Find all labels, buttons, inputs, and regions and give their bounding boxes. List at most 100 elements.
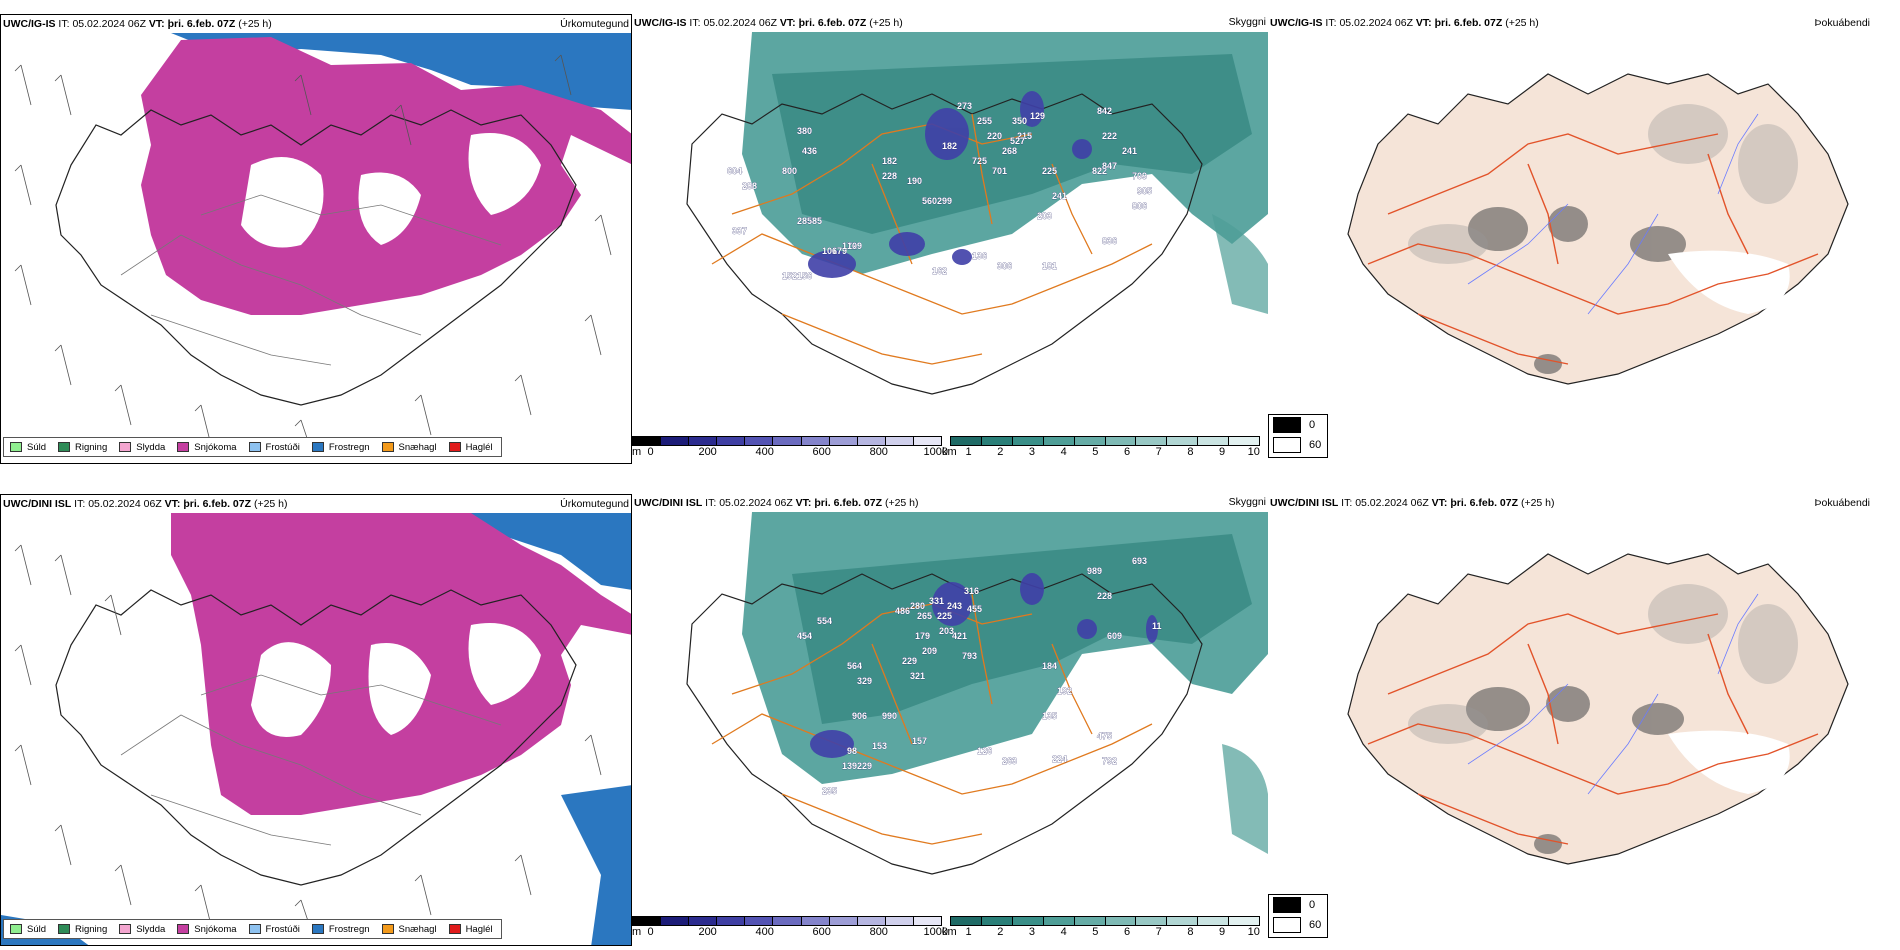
fog-legend-row: 0 bbox=[1269, 415, 1327, 435]
colorbar-tick-label: 5 bbox=[1092, 446, 1099, 458]
cloudbase-height-label: 792 bbox=[1102, 756, 1117, 766]
cloudbase-height-label: 235 bbox=[822, 786, 837, 796]
legend-item: Haglél bbox=[448, 442, 493, 453]
colorbar-segment bbox=[885, 437, 914, 445]
colorbar-tick-label: 5 bbox=[1092, 926, 1099, 938]
legend-item: Frostregn bbox=[311, 442, 370, 453]
colorbar-segment bbox=[745, 917, 774, 925]
cloudbase-height-label: 486 bbox=[895, 606, 910, 616]
colorbar-tick-label: 3 bbox=[1028, 926, 1036, 938]
cloudbase-height-label: 157 bbox=[912, 736, 927, 746]
colorbar-segment bbox=[1229, 917, 1260, 925]
colorbar-segment bbox=[829, 917, 858, 925]
cloudbase-height-label: 793 bbox=[962, 651, 977, 661]
legend-item: Slydda bbox=[119, 442, 165, 453]
cloudbase-height-label: 181 bbox=[1042, 261, 1057, 271]
cloudbase-height-label: 842 bbox=[1097, 106, 1112, 116]
cloudbase-height-label: 11 bbox=[1152, 621, 1162, 631]
cloudbase-height-label: 190 bbox=[907, 176, 922, 186]
colorbar-segment bbox=[1167, 437, 1199, 445]
colorbar-segment bbox=[829, 437, 858, 445]
colorbar-tick-label: 8 bbox=[1187, 926, 1194, 938]
colorbar-tick-label: 6 bbox=[1123, 926, 1131, 938]
colorbar-tick-label: 800 bbox=[869, 926, 888, 938]
cloudbase-height-label: 285 bbox=[797, 216, 812, 226]
cloudbase-height-label: 331 bbox=[929, 596, 944, 606]
colorbar-tick-label: 10 bbox=[1247, 446, 1260, 458]
cloudbase-height-label: 243 bbox=[947, 601, 962, 611]
field-name: Þokuábendi bbox=[1814, 497, 1870, 509]
cloudbase-height-label: 329 bbox=[857, 676, 872, 686]
legend-item: Súld bbox=[10, 924, 46, 935]
cloudbase-height-label: 126 bbox=[977, 746, 992, 756]
legend-item: Rigning bbox=[58, 442, 107, 453]
legend-item: Frostúði bbox=[248, 924, 300, 935]
panel-title: UWC/DINI ISL IT: 05.02.2024 06Z VT: þri.… bbox=[634, 497, 919, 509]
colorbar-tick-label: 10 bbox=[1247, 926, 1260, 938]
colorbar-segment bbox=[913, 437, 942, 445]
colorbar-tick-label: 8 bbox=[1187, 446, 1194, 458]
cloudbase-unit: m bbox=[632, 926, 642, 938]
legend-item: Snæhagl bbox=[381, 924, 437, 935]
panel-title: UWC/IG-IS IT: 05.02.2024 06Z VT: þri. 6.… bbox=[3, 18, 272, 30]
cloudbase-height-label: 229 bbox=[902, 656, 917, 666]
cloudbase-height-label: 182 bbox=[882, 156, 897, 166]
colorbar-segment bbox=[1074, 917, 1106, 925]
cloudbase-height-label: 268 bbox=[1002, 146, 1017, 156]
colorbar-tick-label: 200 bbox=[698, 926, 717, 938]
colorbar-segment bbox=[951, 917, 982, 925]
colorbar-tick-label: 0 bbox=[647, 446, 654, 458]
field-name: Skyggni bbox=[1228, 16, 1266, 28]
cloudbase-height-label: 905 bbox=[1137, 186, 1152, 196]
cloudbase-height-label: 106 bbox=[822, 246, 837, 256]
colorbar-tick-label: 400 bbox=[755, 446, 774, 458]
legend-item: Súld bbox=[10, 442, 46, 453]
cloudbase-height-label: 847 bbox=[1102, 161, 1117, 171]
colorbar-tick-label: 9 bbox=[1219, 446, 1226, 458]
colorbar-segment bbox=[661, 917, 690, 925]
precip-type-legend: Súld Rigning Slydda Snjókoma Frostúði Fr… bbox=[3, 919, 502, 939]
colorbar-tick-label: 1000 bbox=[923, 926, 949, 938]
colorbar-tick-label: 2 bbox=[997, 926, 1004, 938]
cloudbase-height-label: 156 bbox=[797, 271, 812, 281]
colorbar-segment bbox=[689, 437, 718, 445]
legend-item: Frostúði bbox=[248, 442, 300, 453]
colorbar-tick-label: 0 bbox=[647, 926, 654, 938]
cloudbase-height-label: 800 bbox=[782, 166, 797, 176]
colorbar-segment bbox=[1105, 437, 1137, 445]
colorbar-segment bbox=[981, 917, 1013, 925]
cloudbase-height-label: 136 bbox=[972, 251, 987, 261]
cloudbase-height-label: 179 bbox=[915, 631, 930, 641]
cloudbase-height-label: 241 bbox=[1052, 191, 1067, 201]
colorbar-segment bbox=[1198, 917, 1230, 925]
colorbar-segment bbox=[773, 917, 802, 925]
cloudbase-height-label: 560 bbox=[922, 196, 937, 206]
colorbar-segment bbox=[857, 917, 886, 925]
cloudbase-height-label: 350 bbox=[1012, 116, 1027, 126]
cloudbase-height-label: 306 bbox=[997, 261, 1012, 271]
cloudbase-height-label: 554 bbox=[817, 616, 832, 626]
cloudbase-colorbar: 0 200 400 600 800 1000 bbox=[632, 436, 948, 460]
colorbar-segment bbox=[1136, 917, 1168, 925]
panel-title: UWC/IG-IS IT: 05.02.2024 06Z VT: þri. 6.… bbox=[634, 17, 903, 29]
cloudbase-height-label: 701 bbox=[992, 166, 1007, 176]
cloudbase-height-label: 836 bbox=[1102, 236, 1117, 246]
panel-title: UWC/DINI ISL IT: 05.02.2024 06Z VT: þri.… bbox=[3, 498, 288, 510]
cloudbase-height-label: 192 bbox=[1057, 686, 1072, 696]
cloudbase-height-label: 184 bbox=[1042, 661, 1057, 671]
cloudbase-height-label: 172 bbox=[842, 241, 857, 251]
colorbar-tick-label: 400 bbox=[755, 926, 774, 938]
cloudbase-height-label: 990 bbox=[882, 711, 897, 721]
panel-title: UWC/IG-IS IT: 05.02.2024 06Z VT: þri. 6.… bbox=[1270, 17, 1539, 29]
colorbar-tick-label: 7 bbox=[1155, 446, 1162, 458]
visibility-colorbar: 1 2 3 4 5 6 7 8 9 10 bbox=[950, 916, 1260, 940]
cloudbase-height-label: 220 bbox=[987, 131, 1002, 141]
cloudbase-height-label: 725 bbox=[972, 156, 987, 166]
cloudbase-height-label: 129 bbox=[1030, 111, 1045, 121]
colorbar-tick-label: 200 bbox=[698, 446, 717, 458]
colorbar-segment bbox=[913, 917, 942, 925]
colorbar-segment bbox=[1105, 917, 1137, 925]
colorbar-tick-label: 800 bbox=[869, 446, 888, 458]
cloudbase-height-label: 225 bbox=[937, 611, 952, 621]
colorbar-segment bbox=[1043, 437, 1075, 445]
